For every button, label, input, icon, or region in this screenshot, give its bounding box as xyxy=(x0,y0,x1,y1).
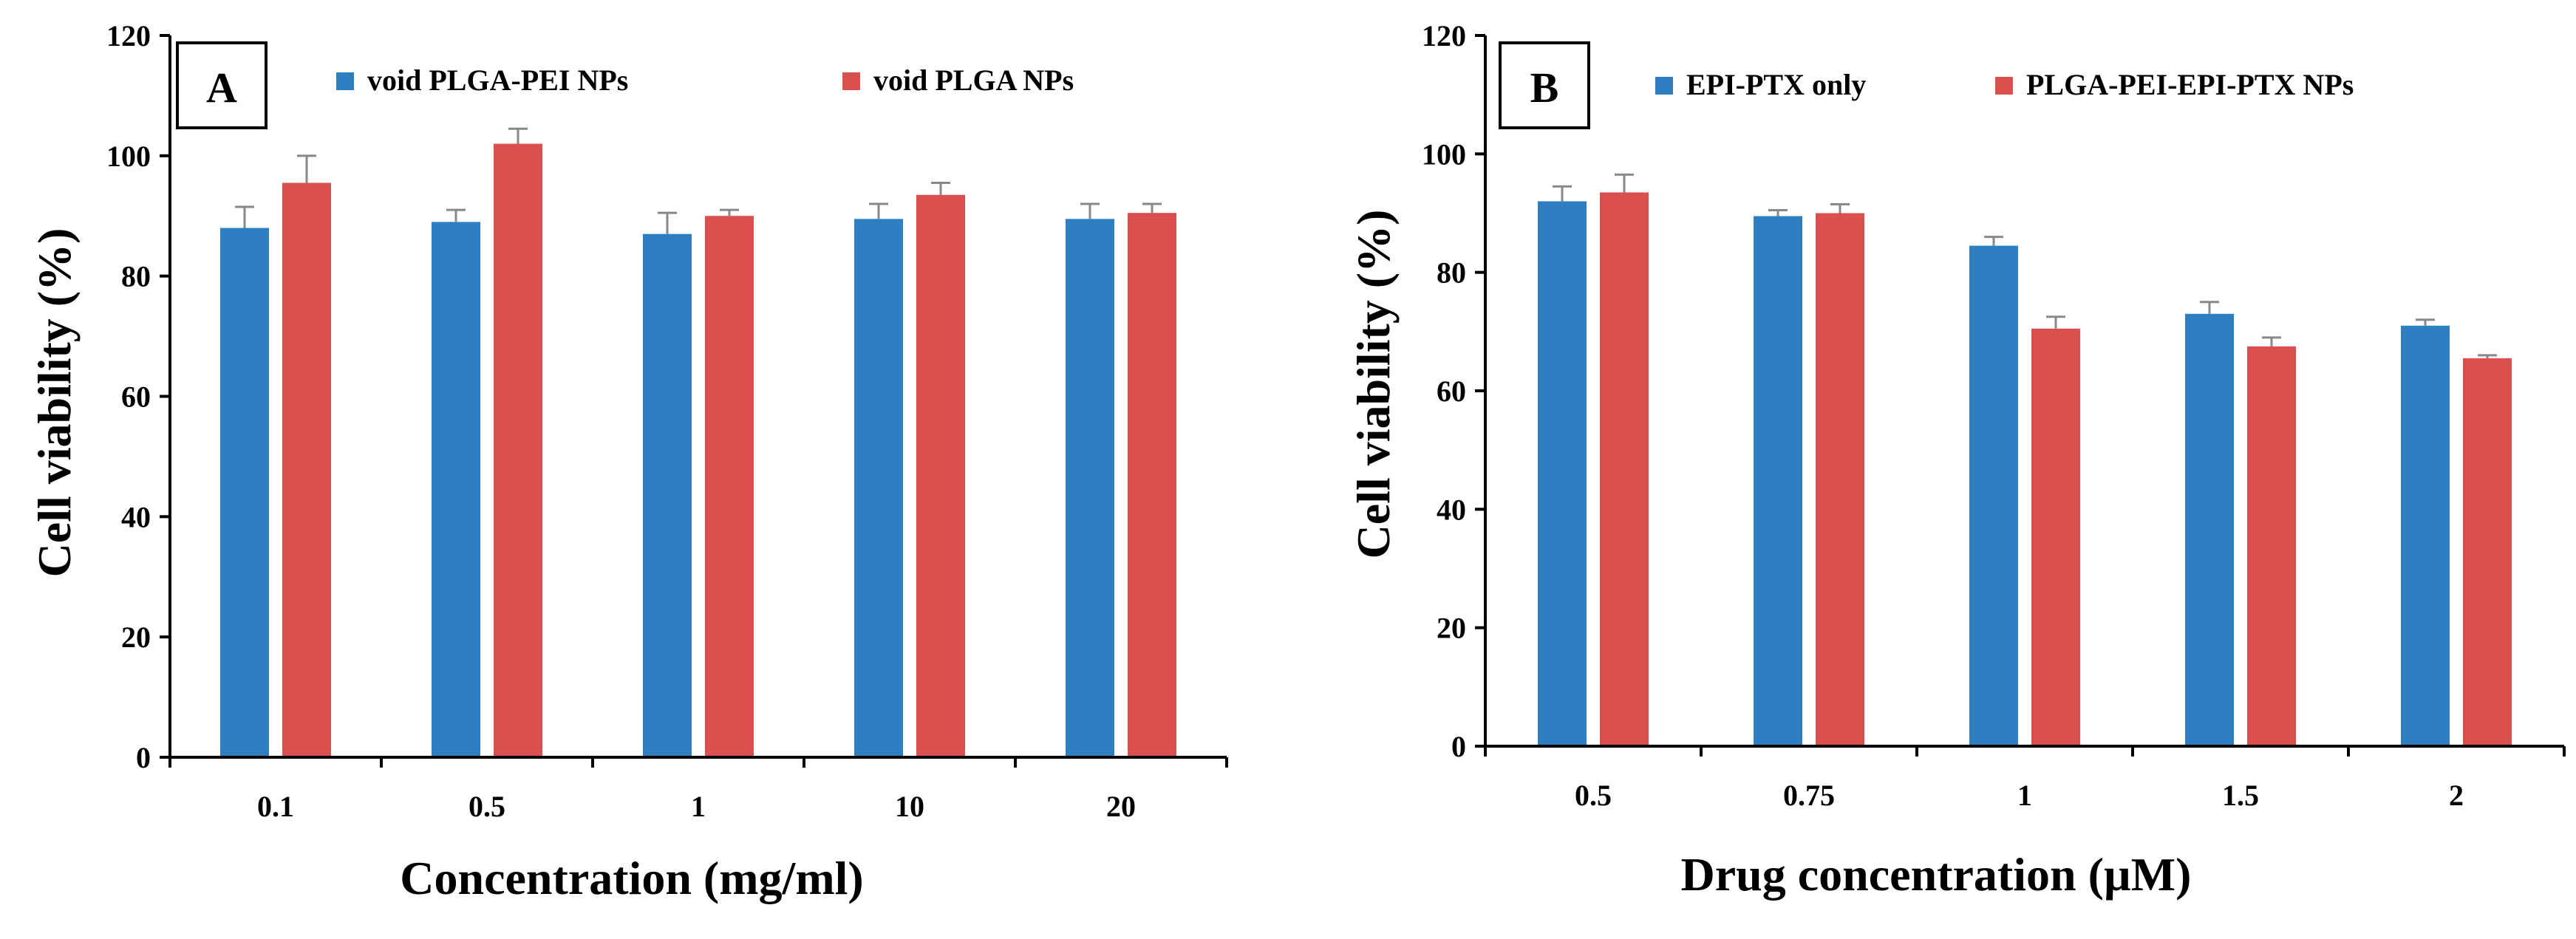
panel-a-bar-series1 xyxy=(854,219,903,758)
panel-b-letter-box xyxy=(1499,41,1590,129)
panel-a-bar-series1 xyxy=(1066,219,1114,758)
panel-b-ticks: 0 20 40 60 80 100 120 0.5 0.75 1 1.5 2 xyxy=(1422,19,2566,812)
panel-b-legend: EPI-PTX only PLGA-PEI-EPI-PTX NPs xyxy=(1655,68,2354,101)
panel-b-x-tick-label: 2 xyxy=(2449,779,2464,812)
panel-b-y-tick-label: 60 xyxy=(1437,375,1466,408)
panel-a-legend-label-2: void PLGA NPs xyxy=(873,64,1074,97)
panel-a-legend-swatch-2 xyxy=(842,72,860,90)
panel-a-y-tick-label: 20 xyxy=(121,621,151,654)
panel-b-y-tick-label: 40 xyxy=(1437,493,1466,526)
panel-b-y-tick-label: 0 xyxy=(1451,730,1466,763)
panel-b-legend-swatch-2 xyxy=(1995,77,2013,95)
panel-b-x-tick-label: 1.5 xyxy=(2222,779,2259,812)
panel-b-letter: B xyxy=(1530,64,1559,112)
panel-b-x-tick-label: 0.5 xyxy=(1575,779,1612,812)
panel-b-legend-label-1: EPI-PTX only xyxy=(1686,68,1866,101)
panel-a-y-tick-label: 120 xyxy=(106,19,151,52)
panel-b-bar-series2 xyxy=(1816,213,1864,746)
panel-a-x-tick-label: 0.1 xyxy=(257,790,294,823)
panel-a-y-axis-title: Cell viability (%) xyxy=(28,228,81,578)
panel-a-x-tick-label: 10 xyxy=(895,790,924,823)
panel-a-bars xyxy=(220,127,1176,758)
panel-b-x-tick-label: 1 xyxy=(2017,779,2032,812)
panel-a-bar-series2 xyxy=(916,194,965,758)
panel-b-y-tick-label: 80 xyxy=(1437,256,1466,290)
panel-a-legend: void PLGA-PEI NPs void PLGA NPs xyxy=(336,64,1074,97)
panel-b-bar-series1 xyxy=(1538,201,1587,746)
panel-b-legend-label-2: PLGA-PEI-EPI-PTX NPs xyxy=(2026,68,2354,101)
panel-a-x-tick-label: 0.5 xyxy=(468,790,505,823)
panel-a: 0 20 40 60 80 100 120 0.1 0.5 1 10 20 Concentration… xyxy=(28,19,1228,904)
panel-a-bar-series2 xyxy=(705,216,754,757)
panel-b-legend-swatch-1 xyxy=(1655,77,1673,95)
panel-a-bar-series2 xyxy=(494,143,542,758)
panel-b-bar-series1 xyxy=(2401,325,2450,747)
panel-a-x-tick-label: 1 xyxy=(691,790,706,823)
panel-a-x-axis-title: Concentration (mg/ml) xyxy=(400,852,863,904)
panel-b-y-tick-label: 20 xyxy=(1437,612,1466,645)
panel-a-bar-series2 xyxy=(282,182,331,758)
panel-b-bar-series2 xyxy=(2247,346,2296,746)
panel-a-letter: A xyxy=(206,64,237,112)
panel-a-bar-series2 xyxy=(1128,213,1176,757)
panel-b-bars xyxy=(1538,173,2512,747)
panel-a-y-tick-label: 80 xyxy=(121,260,151,293)
panel-a-y-tick-label: 40 xyxy=(121,500,151,533)
panel-a-x-tick-label: 20 xyxy=(1106,790,1136,823)
panel-b-bar-series1 xyxy=(1969,245,2018,746)
panel-a-bar-series1 xyxy=(432,222,480,757)
panel-b-bar-series1 xyxy=(1754,216,1802,747)
panel-b-x-tick-label: 0.75 xyxy=(1783,779,1835,812)
panel-b-bar-series2 xyxy=(2031,328,2080,746)
panel-b-bar-series1 xyxy=(2185,313,2234,746)
panel-b-x-axis-title: Drug concentration (µM) xyxy=(1681,848,2192,901)
panel-a-legend-label-1: void PLGA-PEI NPs xyxy=(367,64,628,97)
panel-a-bar-series1 xyxy=(220,228,269,757)
panel-b-y-tick-label: 100 xyxy=(1422,137,1466,171)
panel-b-y-tick-label: 120 xyxy=(1422,19,1466,52)
panel-b-bar-series2 xyxy=(2463,358,2512,746)
panel-a-bar-series1 xyxy=(643,233,692,757)
panel-b-y-axis-title: Cell viability (%) xyxy=(1347,210,1400,559)
panel-b: 0 20 40 60 80 100 120 0.5 0.75 1 1.5 2 Drug concent… xyxy=(1347,19,2566,901)
panel-a-y-tick-label: 0 xyxy=(136,741,151,774)
panel-a-legend-swatch-1 xyxy=(336,72,354,90)
panel-a-y-tick-label: 60 xyxy=(121,380,151,414)
panel-a-ticks: 0 20 40 60 80 100 120 0.1 0.5 1 10 20 xyxy=(106,19,1228,823)
panel-a-y-tick-label: 100 xyxy=(106,140,151,173)
panel-a-letter-box xyxy=(176,41,268,129)
panel-b-bar-series2 xyxy=(1600,192,1649,747)
